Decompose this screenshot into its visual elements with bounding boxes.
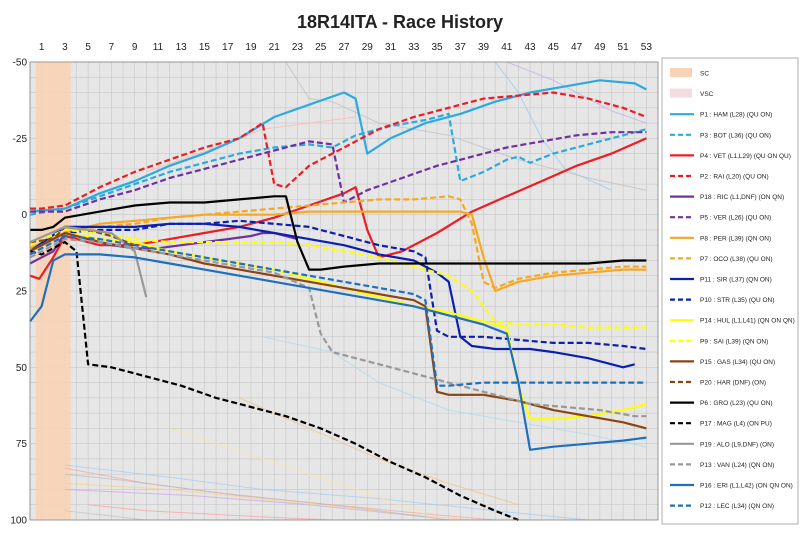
x-tick-label: 31 (385, 42, 397, 53)
series-line (29, 241, 519, 522)
series-line (30, 91, 647, 210)
background-trace (64, 464, 589, 521)
x-tick-label: 41 (501, 42, 513, 53)
legend-label: P4 : VET (L1,L29) (QU ON QU) (700, 153, 791, 160)
series-line (29, 234, 647, 387)
y-tick-label: 0 (21, 210, 27, 221)
legend-label: P2 : RAI (L20) (QU ON) (700, 174, 769, 181)
series-line (30, 131, 647, 213)
legend-label: P17 : MAG (L4) (ON PU) (700, 421, 772, 428)
sc-bands (35, 62, 71, 520)
legend-label: P12 : LEC (L34) (QN ON) (700, 503, 774, 510)
x-tick-label: 33 (408, 42, 420, 53)
legend-label: VSC (700, 91, 714, 98)
plot-frame (29, 61, 659, 521)
x-tick-label: 37 (455, 42, 467, 53)
series-line (29, 231, 647, 421)
series-line (29, 137, 647, 280)
y-tick-label: 25 (16, 287, 28, 298)
background-trace (64, 510, 147, 521)
x-tick-label: 39 (478, 42, 490, 53)
background-trace (64, 489, 426, 518)
x-tick-label: 17 (222, 42, 234, 53)
x-tick-label: 53 (641, 42, 653, 53)
x-tick-label: 11 (153, 42, 164, 53)
background-lines (64, 61, 647, 521)
background-trace (239, 397, 519, 506)
y-tick-label: -50 (13, 58, 28, 69)
y-tick-label: 50 (16, 363, 28, 374)
background-trace (169, 427, 426, 515)
series-lines (29, 79, 647, 522)
x-tick-label: 5 (85, 42, 91, 53)
legend-label: P15 : GAS (L34) (QU ON) (700, 359, 775, 366)
legend-label: P8 : PER (L39) (QN ON) (700, 235, 771, 242)
legend-label: P1 : HAM (L28) (QU ON) (700, 112, 772, 119)
series-line (29, 210, 647, 293)
legend-label: P6 : GRO (L23) (QU ON) (700, 400, 773, 407)
background-trace (64, 482, 472, 521)
legend-label: P18 : RIC (L1,DNF) (ON QN) (700, 194, 784, 201)
x-tick-label: 1 (39, 42, 45, 53)
x-tick-label: 19 (245, 42, 257, 53)
y-tick-label: 100 (10, 516, 27, 527)
background-trace (64, 473, 449, 521)
x-tick-label: 47 (571, 42, 583, 53)
series-line (29, 228, 647, 329)
series-line (29, 79, 647, 213)
x-tick-label: 43 (525, 42, 537, 53)
y-tick-label: 75 (16, 439, 28, 450)
legend-label: P16 : ERI (L1,L42) (ON QN ON) (700, 483, 793, 490)
x-tick-label: 7 (109, 42, 115, 53)
axes: 1 3 5 7 9 11 13 15 17 19 21 23 25 27 29 31 33 35 37 39 41 43 4… (10, 42, 659, 527)
legend-label: P20 : HAR (DNF) (ON) (700, 380, 766, 387)
legend-label: P9 : SAI (L39) (QN ON) (700, 338, 768, 345)
legend-label: SC (700, 71, 709, 78)
series-line (29, 222, 635, 369)
x-tick-label: 21 (269, 42, 281, 53)
legend-label: P14 : HUL (L1,L41) (QN ON QN) (700, 318, 795, 325)
x-tick-label: 15 (199, 42, 211, 53)
series-line (29, 195, 647, 289)
legend-box (661, 57, 799, 525)
x-tick-label: 3 (62, 42, 68, 53)
series-line (29, 253, 647, 451)
x-tick-label: 35 (431, 42, 443, 53)
sc-band (35, 62, 71, 520)
legend-swatch (670, 68, 692, 77)
legend-swatch (670, 88, 692, 98)
x-tick-label: 29 (362, 42, 374, 53)
x-tick-label: 49 (594, 42, 606, 53)
legend-label: P3 : BOT (L36) (QU ON) (700, 132, 771, 139)
x-tick-label: 25 (315, 42, 327, 53)
legend-label: P13 : VAN (L24) (QN ON) (700, 462, 774, 469)
x-tick-label: 9 (132, 42, 138, 53)
legend-label: P7 : OCO (L38) (QU ON) (700, 256, 773, 263)
x-tick-label: 51 (618, 42, 630, 53)
background-trace (146, 116, 356, 173)
series-line (29, 225, 148, 298)
legend-label: P11 : SIR (L37) (QN ON) (700, 277, 772, 284)
x-tick-label: 27 (338, 42, 350, 53)
y-tick-label: -25 (13, 134, 28, 145)
background-trace (506, 61, 647, 124)
legend: SC VSC P1 : HAM (L28) (QU ON) P3 : BOT (L36… (661, 57, 799, 525)
background-trace (262, 336, 647, 448)
legend-label: P19 : ALO (L9,DNF) (ON) (700, 441, 774, 448)
legend-label: P10 : STR (L35) (QU ON) (700, 297, 774, 304)
series-line (29, 238, 647, 418)
background-trace (88, 504, 333, 521)
x-tick-label: 45 (548, 42, 560, 53)
legend-label: P5 : VER (L26) (QU ON) (700, 215, 771, 222)
series-line (29, 219, 647, 351)
series-line (29, 225, 136, 247)
x-tick-label: 23 (292, 42, 304, 53)
series-line (30, 195, 647, 271)
x-tick-label: 13 (176, 42, 188, 53)
chart-title: 18R14ITA - Race History (297, 12, 503, 32)
